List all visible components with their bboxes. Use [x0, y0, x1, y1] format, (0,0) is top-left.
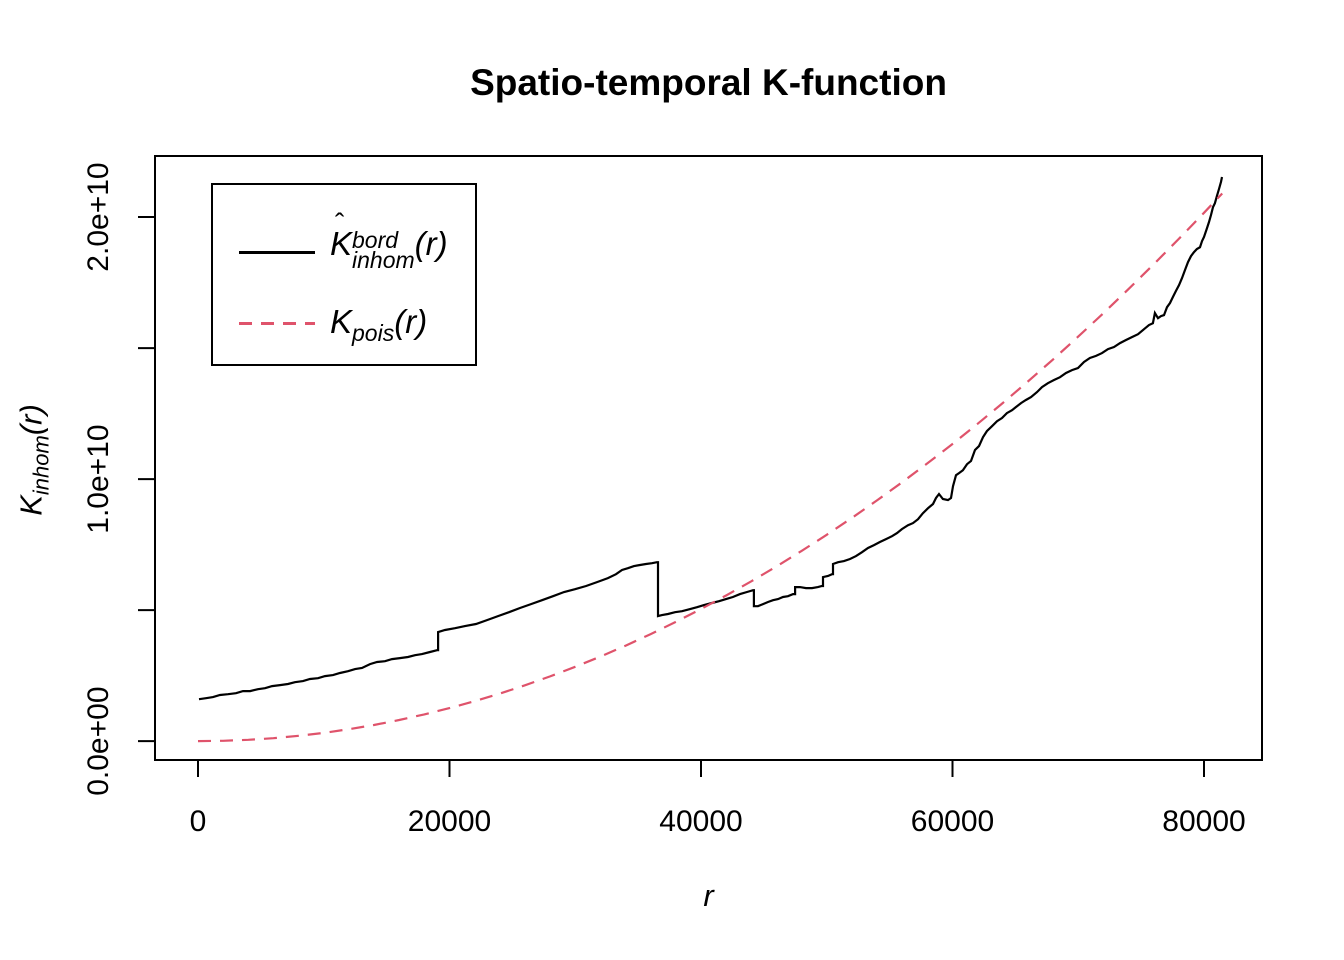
curve-k-inhom-bord-estimate — [198, 176, 1224, 701]
plot-box — [154, 155, 1263, 761]
y-axis-label-sub: inhom — [28, 435, 54, 496]
y-tick-label: 2.0e+10 — [82, 162, 115, 271]
legend-kpois-sub: pois — [352, 320, 395, 346]
legend-label-kpois: Kpois(r) — [330, 303, 427, 347]
legend-line-kpois — [239, 322, 315, 325]
x-tick-label: 60000 — [911, 805, 994, 838]
plot-title: Spatio-temporal K-function — [470, 62, 947, 103]
x-tick-label: 80000 — [1162, 805, 1245, 838]
x-axis-label: r — [703, 878, 714, 913]
y-tick-label: 0.0e+00 — [82, 686, 115, 795]
curve-k-pois-theoretical — [197, 192, 1224, 743]
y-axis-label: Kinhom(r) — [14, 404, 55, 516]
legend-kinhom-sup: bord — [352, 227, 399, 253]
legend-kpois-k: K — [330, 303, 353, 340]
x-tick-label: 0 — [190, 805, 207, 838]
legend-kpois-paren: (r) — [394, 303, 428, 340]
y-tick-label: 1.0e+10 — [82, 424, 115, 533]
hat-accent: ˆ — [335, 208, 345, 239]
legend-kinhom-paren: (r) — [414, 225, 448, 262]
x-tick-label: 20000 — [408, 805, 491, 838]
legend-line-kinhom — [239, 251, 315, 254]
y-axis-label-paren: (r) — [13, 404, 49, 436]
legend-kinhom-k: K — [330, 225, 353, 262]
x-tick-label: 40000 — [659, 805, 742, 838]
y-axis-label-k: K — [13, 495, 49, 516]
legend-kinhom-sub: inhom — [352, 247, 415, 273]
